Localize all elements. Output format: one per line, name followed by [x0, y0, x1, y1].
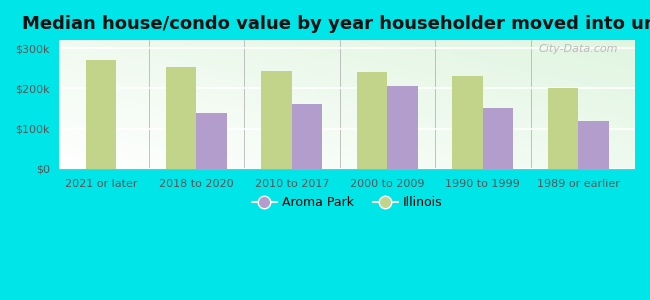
Text: City-Data.com: City-Data.com: [538, 44, 617, 54]
Bar: [578, 121, 609, 169]
Bar: [166, 67, 196, 169]
Bar: [196, 112, 227, 169]
Legend: Aroma Park, Illinois: Aroma Park, Illinois: [247, 191, 447, 214]
Bar: [261, 71, 292, 169]
Bar: [292, 104, 322, 169]
Bar: [483, 108, 514, 169]
Bar: [548, 88, 578, 169]
Bar: [357, 72, 387, 169]
Bar: [86, 60, 116, 169]
Title: Median house/condo value by year householder moved into unit: Median house/condo value by year househo…: [23, 15, 650, 33]
Bar: [452, 76, 483, 169]
Bar: [387, 85, 418, 169]
